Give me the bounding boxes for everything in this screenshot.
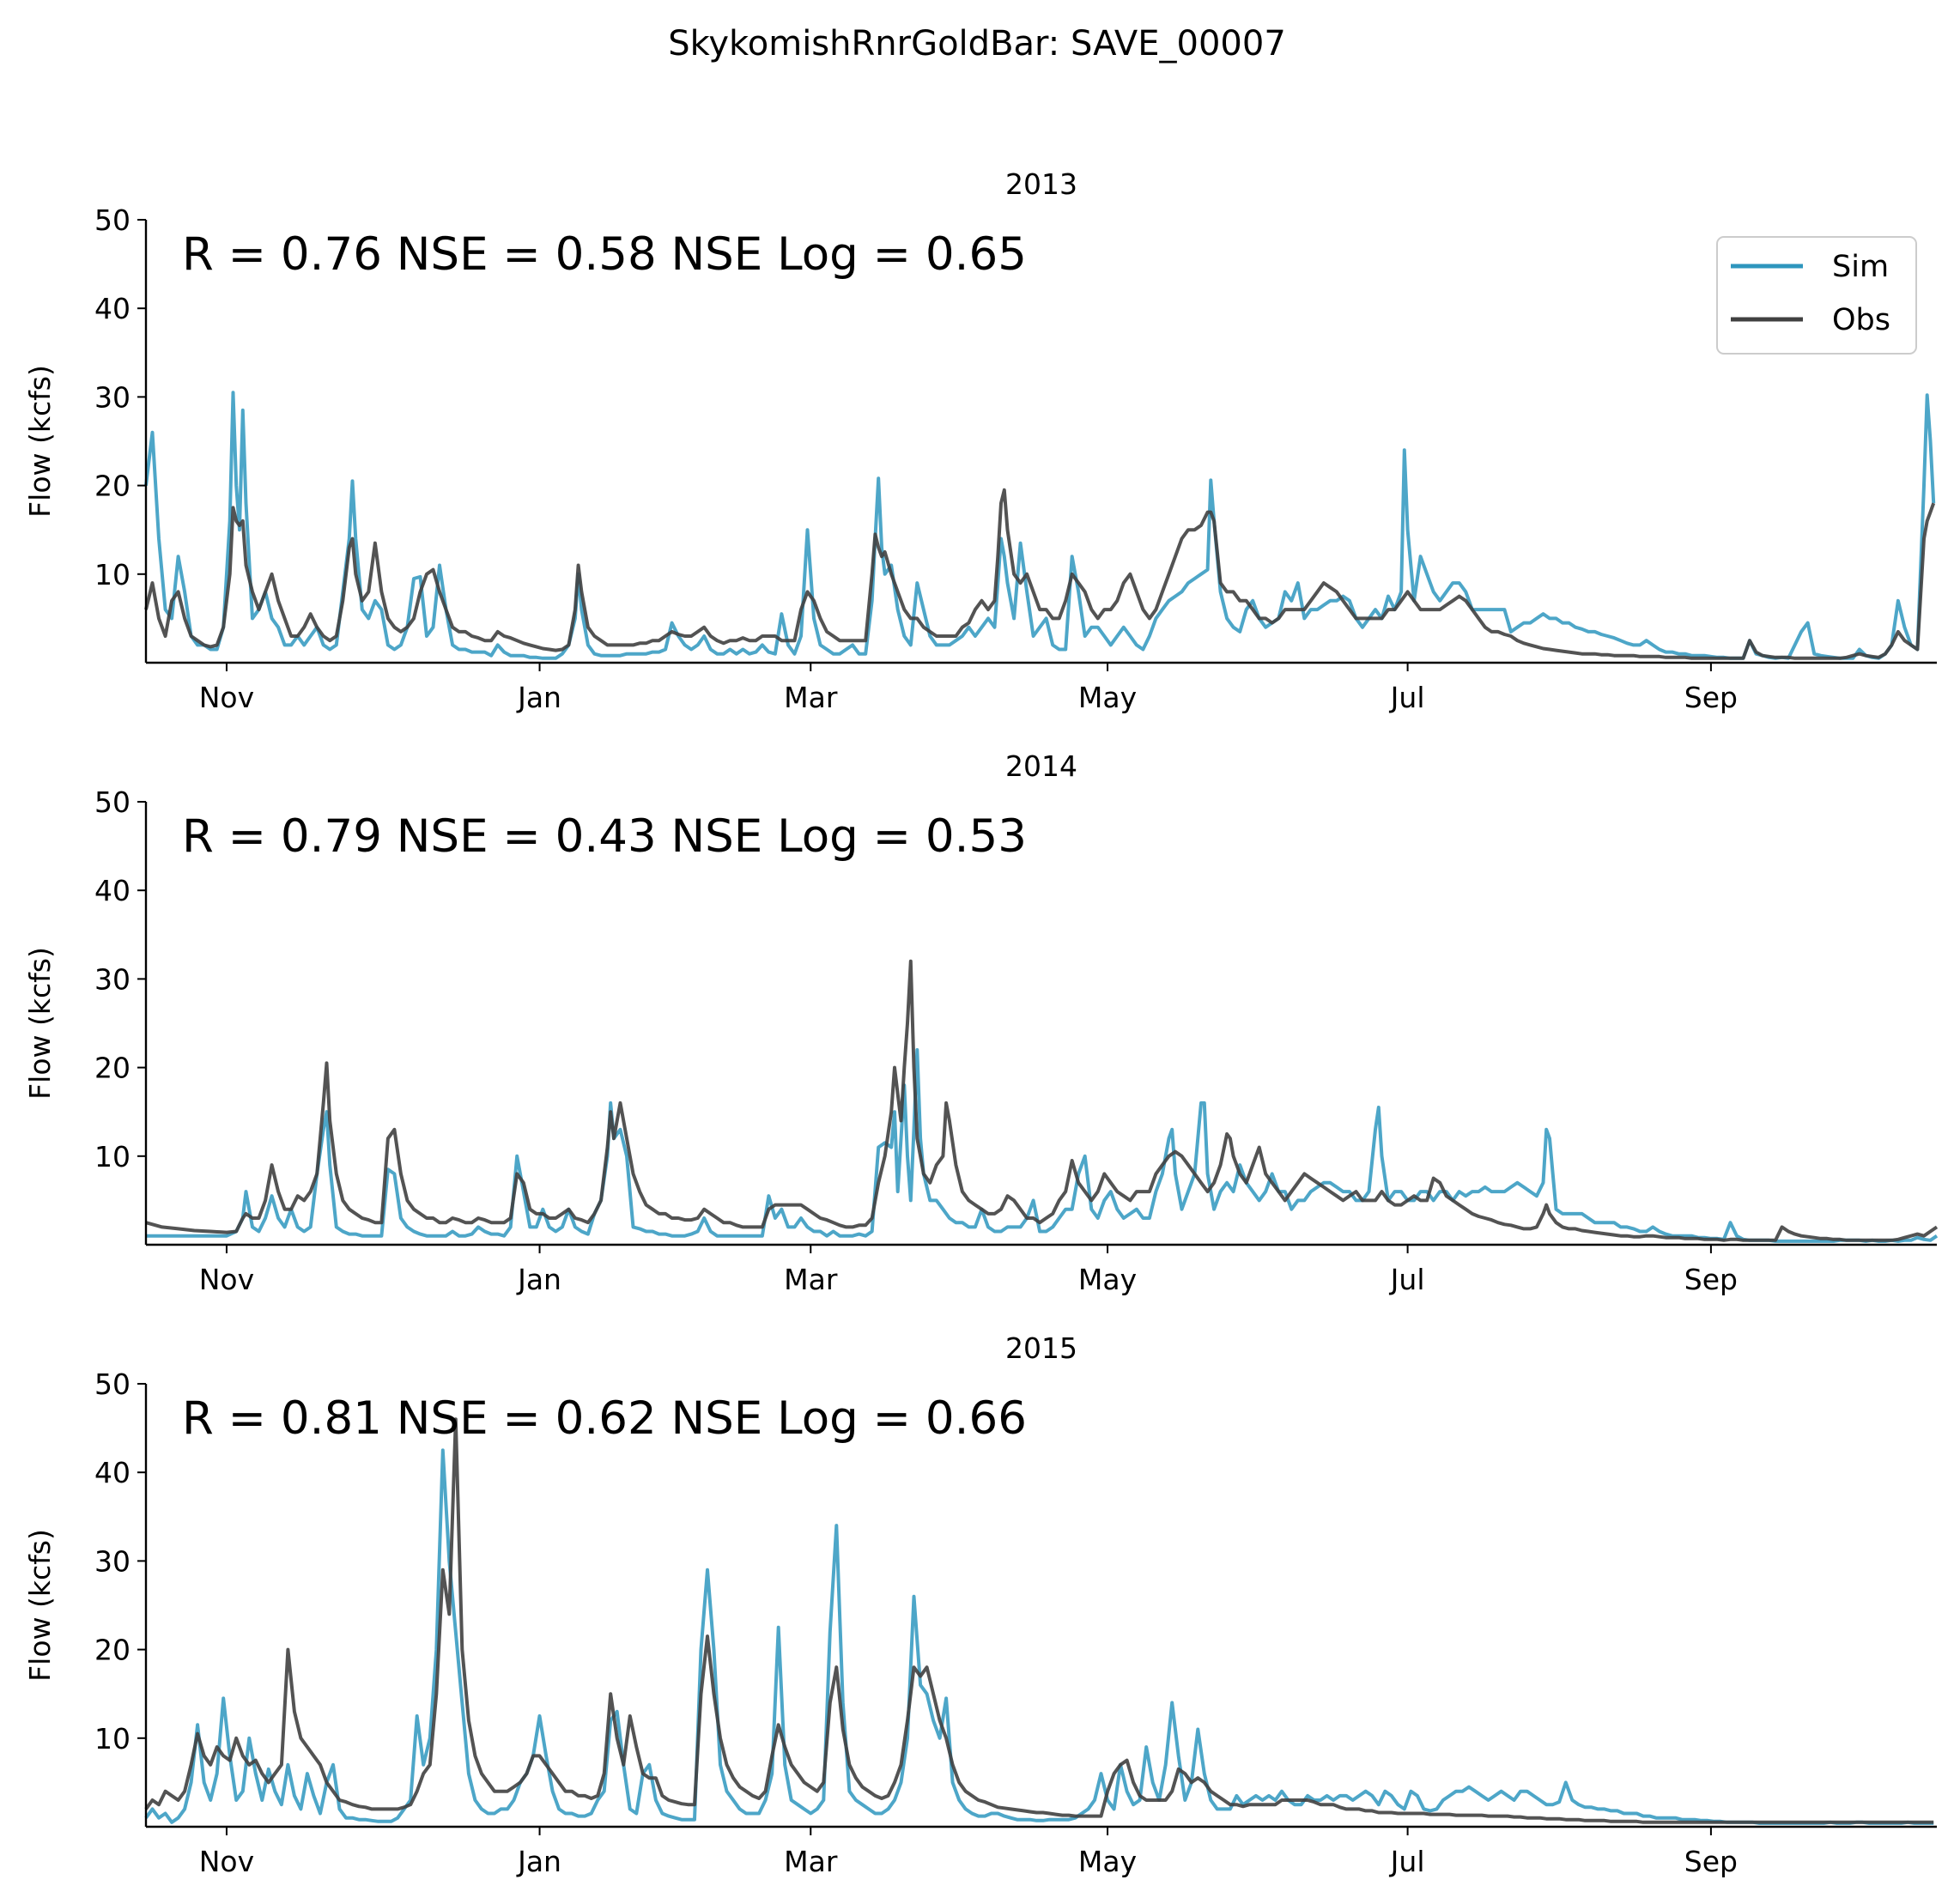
y-tick-label: 50 [94, 203, 130, 237]
y-axis-label: Flow (kcfs) [23, 365, 57, 518]
y-tick-label: 20 [94, 470, 130, 503]
panel-title: 2014 [1005, 749, 1077, 783]
x-tick-label: May [1078, 1845, 1137, 1878]
y-tick-label: 30 [94, 1544, 130, 1578]
y-tick-label: 10 [94, 1140, 130, 1173]
x-tick-label: Mar [784, 1845, 838, 1878]
x-tick-label: Jul [1389, 681, 1425, 714]
x-tick-label: Jan [516, 681, 561, 714]
panels: 2013 10 20 30 40 50 Nov Jan Mar May Jul Sep Flow (kc… [23, 167, 1939, 1878]
y-axis-label: Flow (kcfs) [23, 947, 57, 1100]
y-tick-label: 40 [94, 874, 130, 907]
x-tick-label: Sep [1684, 681, 1738, 714]
legend-label-obs: Obs [1832, 303, 1890, 337]
x-tick-label: Nov [199, 1263, 254, 1296]
y-tick-label: 50 [94, 785, 130, 819]
x-tick-label: Jan [516, 1845, 561, 1878]
y-tick-label: 40 [94, 292, 130, 325]
panel-2014: 2014 10 20 30 40 50 Nov Jan Mar May Jul Sep Flow (kc… [23, 749, 1939, 1296]
series-line-obs [144, 488, 1936, 660]
panel-2013: 2013 10 20 30 40 50 Nov Jan Mar May Jul Sep Flow (kc… [23, 167, 1937, 714]
x-tick-label: Jan [516, 1263, 561, 1296]
x-tick-label: Sep [1684, 1845, 1738, 1878]
figure-title: SkykomishRnrGoldBar: SAVE_00007 [668, 24, 1286, 64]
x-tick-label: Nov [199, 681, 254, 714]
y-tick-label: 50 [94, 1367, 130, 1401]
stats-annotation: R = 0.79 NSE = 0.43 NSE Log = 0.53 [182, 810, 1027, 863]
panel-2015: 2015 10 20 30 40 50 Nov Jan Mar May Jul Sep Flow (kc… [23, 1331, 1937, 1878]
x-tick-label: Sep [1684, 1263, 1738, 1296]
x-tick-label: May [1078, 681, 1137, 714]
y-tick-label: 30 [94, 962, 130, 996]
y-tick-label: 20 [94, 1052, 130, 1085]
y-axis-label: Flow (kcfs) [23, 1529, 57, 1682]
legend-label-sim: Sim [1832, 250, 1889, 284]
x-tick-label: Jul [1389, 1845, 1425, 1878]
y-tick-label: 10 [94, 1722, 130, 1755]
panel-title: 2015 [1005, 1331, 1077, 1365]
series-line-sim [144, 391, 1936, 660]
series-line-obs [144, 1417, 1934, 1824]
y-tick-label: 10 [94, 558, 130, 591]
series-line-obs [145, 959, 1939, 1242]
y-tick-label: 30 [94, 380, 130, 414]
x-tick-label: Jul [1389, 1263, 1425, 1296]
x-tick-label: Nov [199, 1845, 254, 1878]
stats-annotation: R = 0.76 NSE = 0.58 NSE Log = 0.65 [182, 228, 1027, 281]
series-line-sim [146, 1048, 1939, 1243]
series-line-sim [144, 1448, 1934, 1825]
legend: Sim Obs [1716, 236, 1917, 355]
y-tick-label: 40 [94, 1456, 130, 1489]
x-tick-label: Mar [784, 1263, 838, 1296]
x-tick-label: May [1078, 1263, 1137, 1296]
x-tick-label: Mar [784, 681, 838, 714]
stats-annotation: R = 0.81 NSE = 0.62 NSE Log = 0.66 [182, 1392, 1027, 1445]
y-tick-label: 20 [94, 1634, 130, 1667]
panel-title: 2013 [1005, 167, 1077, 201]
